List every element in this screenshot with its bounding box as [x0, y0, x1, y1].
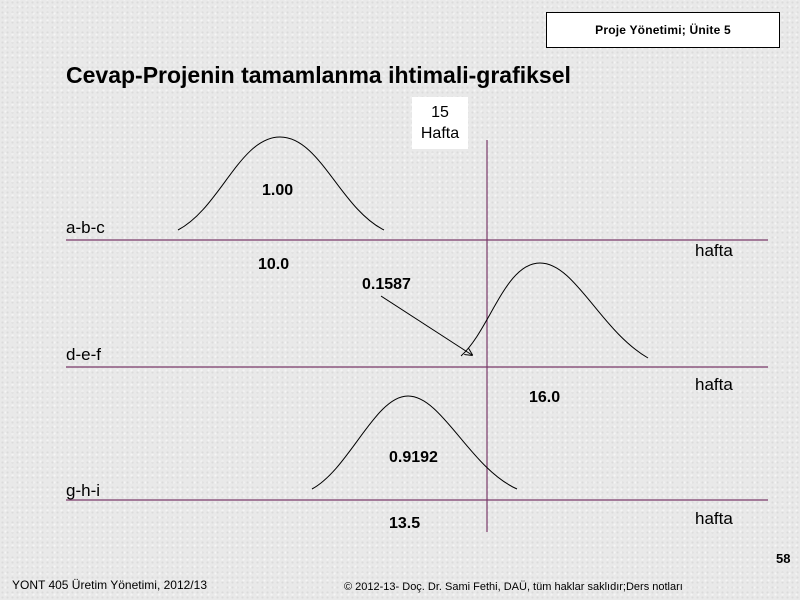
- mean-label-abc: 10.0: [258, 256, 290, 273]
- axis-unit-def: hafta: [695, 375, 733, 394]
- path-label-abc: a-b-c: [66, 218, 105, 237]
- course-header-text: Proje Yönetimi; Ünite 5: [595, 23, 731, 37]
- probability-label-ghi: 0.9192: [389, 449, 438, 466]
- mean-label-ghi: 13.5: [389, 515, 421, 532]
- probability-label-abc: 1.00: [262, 182, 294, 199]
- distribution-curve-ghi: [311, 395, 518, 490]
- deadline-value: 15: [431, 104, 449, 121]
- mean-label-def: 16.0: [529, 389, 561, 406]
- course-header-box: Proje Yönetimi; Ünite 5: [546, 12, 780, 48]
- distribution-curve-def: [460, 262, 649, 359]
- axis-unit-abc: hafta: [695, 241, 733, 260]
- deadline-label-box: 15 Hafta: [412, 97, 468, 149]
- slide-title: Cevap-Projenin tamamlanma ihtimali-grafi…: [66, 62, 571, 88]
- deadline-unit: Hafta: [420, 125, 460, 142]
- axis-unit-ghi: hafta: [695, 509, 733, 528]
- distribution-curve-abc: [177, 136, 385, 231]
- path-label-ghi: g-h-i: [66, 481, 101, 500]
- footer-copyright: © 2012-13- Doç. Dr. Sami Fethi, DAÜ, tüm…: [344, 581, 683, 593]
- probability-pointer-arrow: [380, 295, 472, 355]
- path-label-def: d-e-f: [66, 345, 101, 364]
- page-number: 58: [776, 551, 791, 566]
- probability-label-def: 0.1587: [362, 276, 411, 293]
- footer-course-info: YONT 405 Üretim Yönetimi, 2012/13: [12, 578, 207, 592]
